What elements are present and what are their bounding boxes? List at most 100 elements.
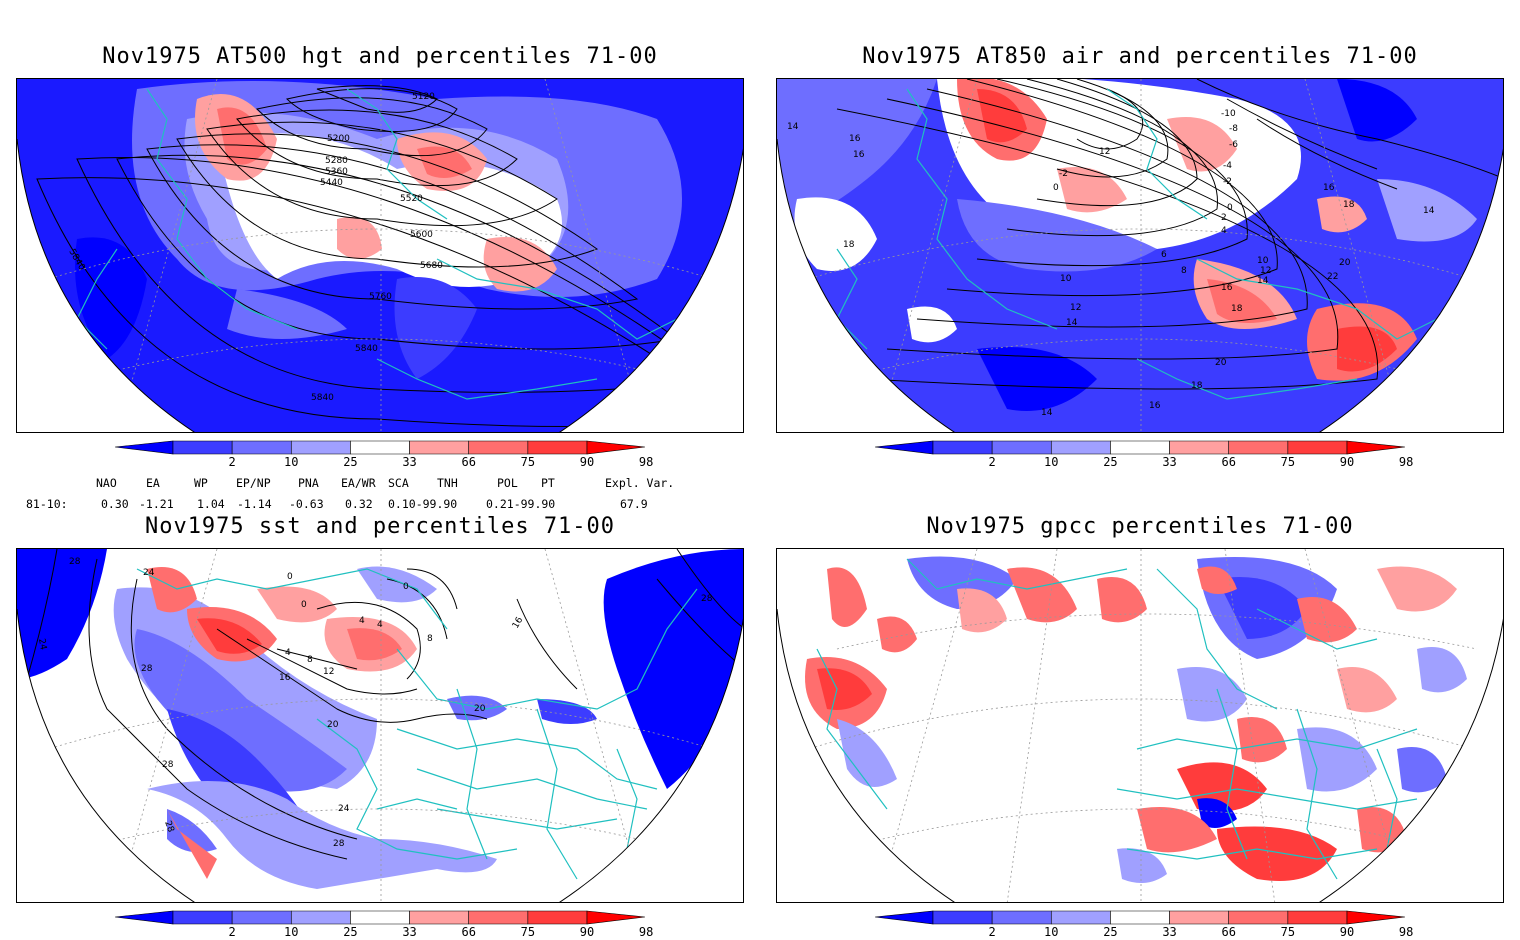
colorbar-tick-label: 10 <box>1044 925 1059 939</box>
contour-label: 18 <box>1343 200 1355 210</box>
colorbar-svg <box>875 440 1405 455</box>
map-panel-sst: 28 24 24 28 28 28 24 28 28 0 4 8 12 16 2… <box>16 548 744 903</box>
colorbar-tick-label: 75 <box>520 925 536 939</box>
contour-label: 5680 <box>420 261 443 271</box>
contour-label: 6 <box>1161 250 1167 260</box>
tele-value-epnp: -1.14 <box>237 497 272 511</box>
tele-header-sca: SCA <box>388 476 409 490</box>
colorbar-bin <box>231 910 292 925</box>
contour-label: 4 <box>377 620 383 630</box>
tele-header-pol: POL <box>497 476 518 490</box>
colorbar-bin <box>409 910 470 925</box>
colorbar-tick-label: 75 <box>520 455 536 469</box>
air-contour-labels: 14 16 16 18 10 12 14 14 6 8 10 12 14 16 … <box>787 109 1435 418</box>
colorbar-bin <box>991 440 1052 455</box>
colorbar-gpcc: 2 10 25 33 66 75 90 98 <box>875 910 1413 940</box>
colorbar-bin <box>172 440 233 455</box>
tele-value-explvar: 67.9 <box>620 497 648 511</box>
colorbar-tick-label: 33 <box>402 925 417 939</box>
colorbar-bin <box>290 910 351 925</box>
contour-label: 12 <box>323 667 334 677</box>
contour-label: 24 <box>36 638 48 651</box>
colorbar-bin <box>1228 910 1289 925</box>
panel-title-hgt: Nov1975 AT500 hgt and percentiles 71-00 <box>102 44 658 69</box>
contour-label: 20 <box>474 704 486 714</box>
contour-label: 5600 <box>410 230 433 240</box>
colorbar-bin <box>115 440 174 455</box>
colorbar-bin <box>1346 910 1405 925</box>
contour-label: 10 <box>1257 256 1269 266</box>
map-sst-svg: 28 24 24 28 28 28 24 28 28 0 4 8 12 16 2… <box>17 549 743 902</box>
colorbar-tick-label: 33 <box>1162 925 1177 939</box>
tele-header-tnh: TNH <box>437 476 458 490</box>
colorbar-bin <box>932 910 993 925</box>
contour-label: 14 <box>1423 206 1435 216</box>
tele-value-sca: 0.10-99.90 <box>388 497 458 511</box>
colorbar-tick-label: 66 <box>1221 455 1236 469</box>
colorbar-tick-label: 75 <box>1280 455 1296 469</box>
contour-label: 8 <box>427 634 433 644</box>
colorbar-tick-label: 66 <box>461 925 476 939</box>
contour-label: 18 <box>1191 381 1203 391</box>
map-panel-hgt: 5120 5200 5280 5360 5440 5520 5600 5680 … <box>16 78 744 433</box>
contour-label: 24 <box>338 804 350 814</box>
contour-label: 5440 <box>320 178 343 188</box>
colorbar-tick-label: 98 <box>638 455 654 469</box>
map-panel-air: 14 16 16 18 10 12 14 14 6 8 10 12 14 16 … <box>776 78 1504 433</box>
colorbar-bin <box>527 910 588 925</box>
colorbar-bin <box>1346 440 1405 455</box>
contour-label: 0 <box>301 600 307 610</box>
colorbar-tick-label: 98 <box>1398 455 1414 469</box>
colorbar-air: 2 10 25 33 66 75 90 98 <box>875 440 1413 475</box>
tele-value-pna: -0.63 <box>289 497 324 511</box>
contour-label: 16 <box>1323 183 1335 193</box>
colorbar-bin <box>875 440 934 455</box>
tele-header-epnp: EP/NP <box>236 476 271 490</box>
contour-label: 16 <box>279 673 291 683</box>
colorbar-tick-label: 90 <box>1339 455 1355 469</box>
contour-label: 28 <box>701 594 713 604</box>
contour-label: 28 <box>162 820 175 834</box>
map-gpcc-svg <box>777 549 1503 902</box>
contour-label: 0 <box>1227 203 1233 213</box>
tele-header-eawr: EA/WR <box>341 476 376 490</box>
contour-label: 20 <box>1339 258 1351 268</box>
contour-label: 0 <box>287 572 293 582</box>
contour-label: 18 <box>1231 304 1243 314</box>
panel-title-sst: Nov1975 sst and percentiles 71-00 <box>144 514 616 539</box>
contour-label: 4 <box>359 616 365 626</box>
contour-label: 2 <box>1221 213 1227 223</box>
colorbar-svg <box>115 910 645 925</box>
colorbar-sst: 2 10 25 33 66 75 90 98 <box>115 910 653 940</box>
contour-label: -8 <box>1229 124 1238 134</box>
contour-label: -10 <box>1221 109 1236 119</box>
contour-label: 22 <box>1327 272 1338 282</box>
colorbar-bin <box>1169 440 1230 455</box>
contour-label: 5760 <box>369 292 392 302</box>
colorbar-tick-label: 25 <box>343 925 358 939</box>
colorbar-tick-label: 25 <box>1103 455 1118 469</box>
colorbar-tick-label: 2 <box>228 455 236 469</box>
contour-label: 16 <box>1221 283 1233 293</box>
contour-label: -4 <box>1223 161 1232 171</box>
contour-label: 5200 <box>327 134 350 144</box>
colorbar-tick-label: 2 <box>988 455 996 469</box>
contour-label: 14 <box>1041 408 1053 418</box>
tele-header-pt: PT <box>541 476 555 490</box>
colorbar-bin <box>875 910 934 925</box>
colorbar-svg <box>875 910 1405 925</box>
colorbar-tick-label: 25 <box>1103 925 1118 939</box>
contour-label: 16 <box>1149 401 1161 411</box>
tele-value-nao: 0.30 <box>101 497 129 511</box>
colorbar-tick-label: 2 <box>988 925 996 939</box>
map-panel-gpcc <box>776 548 1504 903</box>
colorbar-bin <box>1110 440 1170 455</box>
panel-title-gpcc: Nov1975 gpcc percentiles 71-00 <box>926 514 1354 539</box>
colorbar-bin <box>991 910 1052 925</box>
colorbar-tick-label: 33 <box>402 455 417 469</box>
tele-header-nao: NAO <box>96 476 117 490</box>
contour-label: 10 <box>1060 274 1072 284</box>
colorbar-bin <box>1287 440 1348 455</box>
colorbar-bin <box>1169 910 1230 925</box>
contour-label: 5840 <box>311 393 334 403</box>
